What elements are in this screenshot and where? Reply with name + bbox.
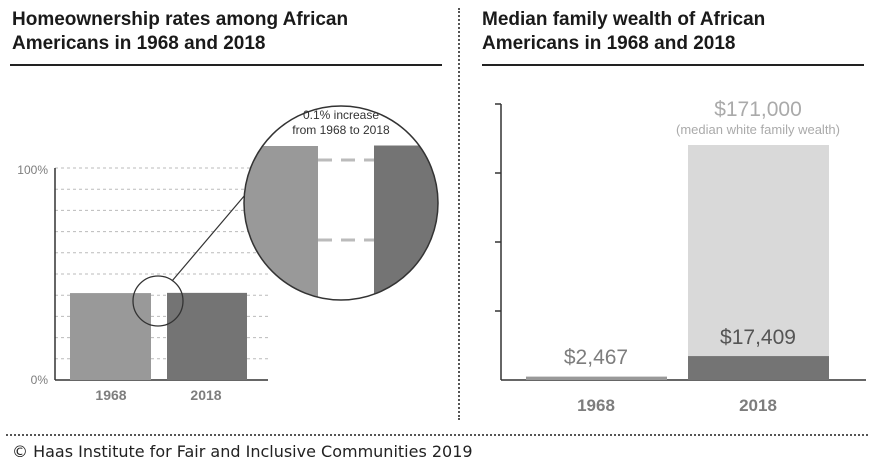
zoom-bar-2018 xyxy=(374,145,438,300)
homeownership-bar-1968 xyxy=(70,293,151,380)
zoom-bar-1968 xyxy=(244,146,318,300)
wealth-bar-1968 xyxy=(526,376,667,380)
wealth-value-label-2018: $17,409 xyxy=(720,326,796,349)
zoom-lens-border xyxy=(243,105,439,301)
white-wealth-reference-bar xyxy=(688,145,829,380)
left-title-rule xyxy=(10,64,442,66)
right-title-rule xyxy=(482,64,864,66)
zoom-connector-line xyxy=(171,194,246,282)
white-wealth-sublabel: (median white family wealth) xyxy=(676,122,840,137)
right-chart-title: Median family wealth of African American… xyxy=(482,9,766,54)
left-chart-title: Homeownership rates among African Americ… xyxy=(12,9,349,54)
wealth-bar-2018 xyxy=(688,356,829,380)
homeownership-bar-2018 xyxy=(167,292,247,380)
wealth-value-label-1968: $2,467 xyxy=(564,346,628,369)
right-axis-ticks xyxy=(495,103,501,312)
white-wealth-value-label: $171,000 xyxy=(714,98,802,121)
zoom-focus-circle xyxy=(132,275,184,327)
zoom-annotation-line2: from 1968 to 2018 xyxy=(292,123,390,137)
vertical-divider xyxy=(458,8,460,420)
copyright-footer: © Haas Institute for Fair and Inclusive … xyxy=(12,442,473,461)
left-ytick-top: 100% xyxy=(17,163,48,177)
homeownership-xtick-1968: 1968 xyxy=(95,387,126,403)
wealth-xtick-2018: 2018 xyxy=(739,396,777,415)
horizontal-divider xyxy=(6,434,868,436)
zoom-annotation-line1: 0.1% increase xyxy=(303,108,379,122)
homeownership-xtick-2018: 2018 xyxy=(190,387,221,403)
wealth-xtick-1968: 1968 xyxy=(577,396,615,415)
left-ytick-bottom: 0% xyxy=(31,373,49,387)
